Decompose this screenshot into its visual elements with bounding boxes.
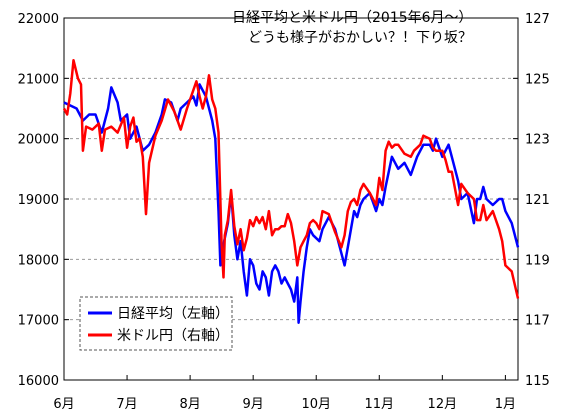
- x-tick-label-4: 10月: [301, 397, 331, 412]
- y-right-tick-label-127: 127: [525, 12, 550, 27]
- y-right-tick-label-125: 125: [525, 72, 550, 87]
- x-tick-label-2: 8月: [179, 397, 200, 412]
- x-tick-label-6: 12月: [428, 397, 458, 412]
- y-right-tick-label-117: 117: [525, 314, 550, 329]
- y-left-tick-label-17000: 17000: [18, 314, 59, 329]
- legend-label-nikkei: 日経平均（左軸）: [117, 306, 229, 322]
- y-right-tick-label-123: 123: [525, 133, 550, 148]
- y-left-tick-label-19000: 19000: [18, 193, 59, 208]
- y-axis-right: 115 117 119 121 123 125 127: [513, 12, 550, 389]
- series-lines: [62, 58, 520, 324]
- y-left-tick-label-21000: 21000: [18, 72, 59, 87]
- x-tick-label-5: 11月: [365, 397, 395, 412]
- x-tick-label-3: 9月: [243, 397, 264, 412]
- legend-label-usdjpy: 米ドル円（右軸）: [117, 328, 229, 344]
- y-left-tick-label-20000: 20000: [18, 133, 59, 148]
- x-tick-label-0: 6月: [53, 397, 74, 412]
- y-left-tick-label-16000: 16000: [18, 374, 59, 389]
- y-axis-left: 16000 17000 18000 19000 20000 21000 22000: [18, 12, 69, 389]
- x-axis: 6月 7月 8月 9月 10月 11月 12月 1月: [53, 375, 516, 412]
- y-right-tick-label-119: 119: [525, 253, 550, 268]
- legend: 日経平均（左軸） 米ドル円（右軸）: [79, 296, 233, 351]
- legend-box: [79, 296, 233, 351]
- chart-subtitle: どうも様子がおかしい？！下り坂？: [248, 30, 472, 46]
- y-left-tick-label-22000: 22000: [18, 12, 59, 27]
- y-left-tick-label-18000: 18000: [18, 253, 59, 268]
- chart-title: 日経平均と米ドル円（2015年6月～）: [232, 10, 473, 26]
- series-line-usdjpy: [62, 58, 520, 299]
- x-tick-label-7: 1月: [495, 397, 516, 412]
- grid-lines: [64, 77, 518, 321]
- series-line-nikkei: [63, 83, 520, 324]
- y-right-tick-label-121: 121: [525, 193, 550, 208]
- x-tick-label-1: 7月: [116, 397, 137, 412]
- y-right-tick-label-115: 115: [525, 374, 550, 389]
